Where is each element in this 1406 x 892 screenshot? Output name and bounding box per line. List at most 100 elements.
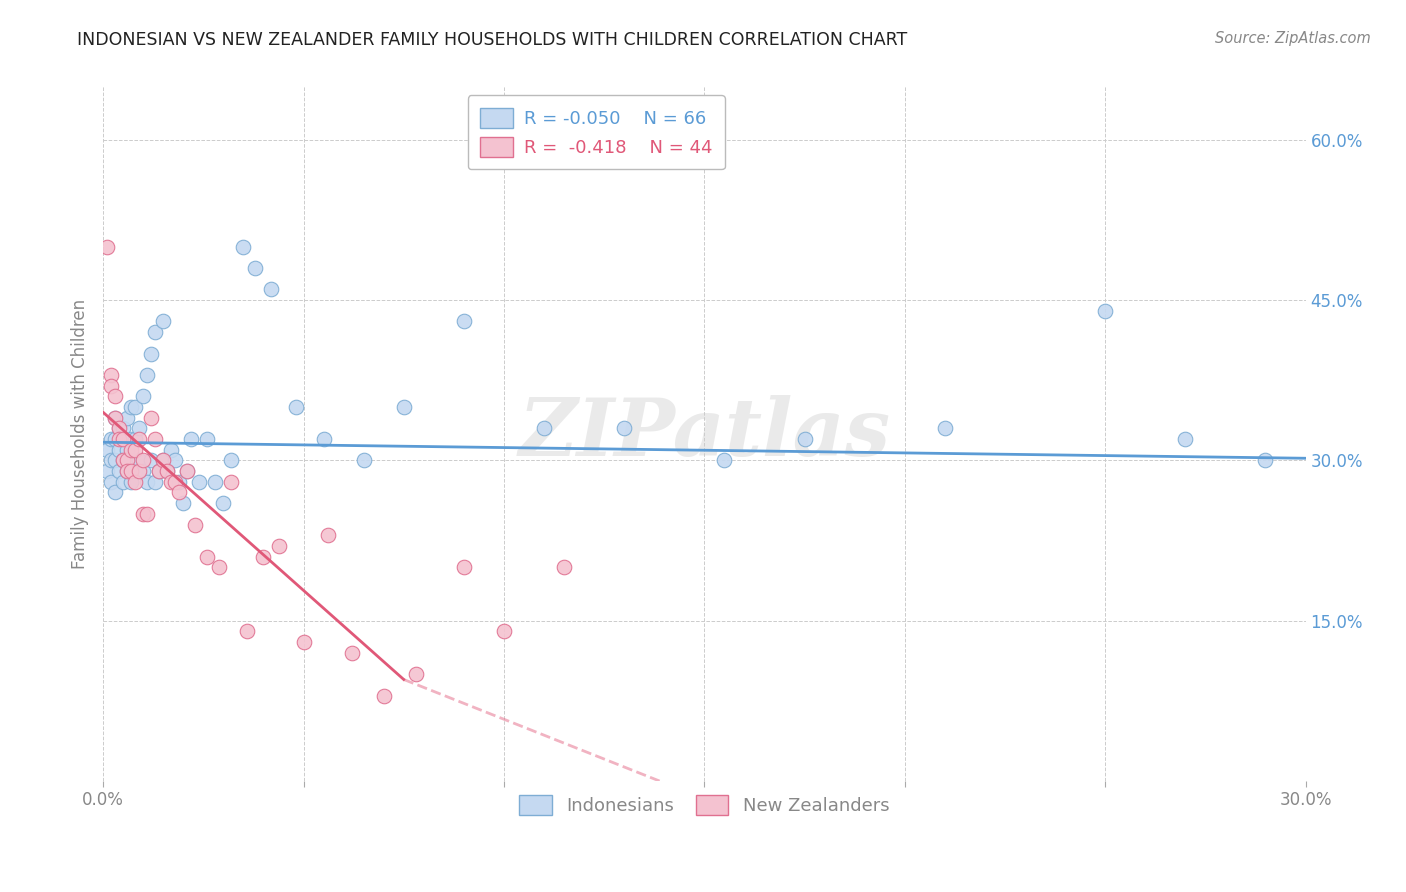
Point	[180, 432, 202, 446]
Point	[148, 464, 170, 478]
Point	[316, 528, 339, 542]
Point	[115, 442, 138, 457]
Text: INDONESIAN VS NEW ZEALANDER FAMILY HOUSEHOLDS WITH CHILDREN CORRELATION CHART: INDONESIAN VS NEW ZEALANDER FAMILY HOUSE…	[77, 31, 908, 49]
Point	[112, 421, 135, 435]
Point	[172, 496, 194, 510]
Point	[108, 464, 131, 478]
Point	[1174, 432, 1197, 446]
Point	[108, 421, 131, 435]
Point	[292, 635, 315, 649]
Point	[120, 400, 142, 414]
Point	[120, 432, 142, 446]
Point	[236, 624, 259, 639]
Point	[108, 421, 131, 435]
Point	[453, 560, 475, 574]
Point	[136, 368, 159, 382]
Point	[141, 453, 163, 467]
Point	[204, 475, 226, 489]
Point	[100, 368, 122, 382]
Point	[553, 560, 575, 574]
Point	[96, 240, 118, 254]
Point	[232, 240, 254, 254]
Point	[613, 421, 636, 435]
Point	[96, 464, 118, 478]
Point	[120, 475, 142, 489]
Point	[100, 378, 122, 392]
Point	[245, 260, 267, 275]
Point	[392, 400, 415, 414]
Point	[115, 453, 138, 467]
Point	[165, 475, 187, 489]
Point	[212, 496, 235, 510]
Point	[533, 421, 555, 435]
Point	[1094, 303, 1116, 318]
Point	[143, 432, 166, 446]
Point	[195, 549, 218, 564]
Point	[141, 346, 163, 360]
Point	[221, 453, 243, 467]
Point	[156, 464, 179, 478]
Point	[124, 442, 146, 457]
Point	[108, 442, 131, 457]
Point	[115, 410, 138, 425]
Point	[165, 453, 187, 467]
Point	[120, 464, 142, 478]
Point	[1254, 453, 1277, 467]
Point	[188, 475, 211, 489]
Point	[132, 389, 155, 403]
Point	[169, 475, 191, 489]
Point	[115, 464, 138, 478]
Point	[152, 314, 174, 328]
Point	[136, 475, 159, 489]
Point	[152, 453, 174, 467]
Point	[405, 667, 427, 681]
Point	[100, 432, 122, 446]
Point	[104, 485, 127, 500]
Point	[195, 432, 218, 446]
Point	[132, 464, 155, 478]
Point	[353, 453, 375, 467]
Y-axis label: Family Households with Children: Family Households with Children	[72, 299, 89, 569]
Point	[312, 432, 335, 446]
Point	[453, 314, 475, 328]
Point	[934, 421, 956, 435]
Point	[124, 464, 146, 478]
Point	[124, 432, 146, 446]
Point	[124, 475, 146, 489]
Point	[713, 453, 735, 467]
Point	[793, 432, 815, 446]
Point	[128, 453, 150, 467]
Point	[148, 464, 170, 478]
Point	[128, 421, 150, 435]
Point	[96, 442, 118, 457]
Point	[136, 507, 159, 521]
Point	[284, 400, 307, 414]
Point	[141, 410, 163, 425]
Legend: Indonesians, New Zealanders: Indonesians, New Zealanders	[510, 786, 898, 824]
Point	[492, 624, 515, 639]
Point	[104, 410, 127, 425]
Point	[104, 389, 127, 403]
Point	[252, 549, 274, 564]
Point	[156, 464, 179, 478]
Point	[104, 410, 127, 425]
Text: Source: ZipAtlas.com: Source: ZipAtlas.com	[1215, 31, 1371, 46]
Point	[112, 432, 135, 446]
Point	[100, 475, 122, 489]
Point	[112, 453, 135, 467]
Point	[176, 464, 198, 478]
Point	[340, 646, 363, 660]
Point	[112, 475, 135, 489]
Point	[128, 432, 150, 446]
Point	[169, 485, 191, 500]
Point	[120, 453, 142, 467]
Point	[104, 453, 127, 467]
Point	[152, 453, 174, 467]
Point	[104, 432, 127, 446]
Point	[260, 282, 283, 296]
Point	[124, 400, 146, 414]
Point	[221, 475, 243, 489]
Point	[115, 464, 138, 478]
Point	[108, 432, 131, 446]
Point	[176, 464, 198, 478]
